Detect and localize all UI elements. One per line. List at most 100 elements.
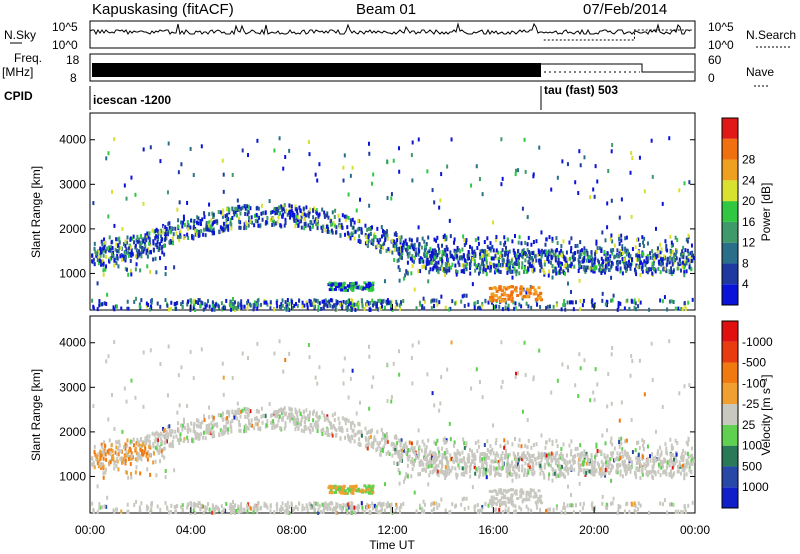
data-point — [365, 235, 368, 240]
data-point — [515, 253, 518, 258]
data-point — [459, 255, 462, 260]
data-point — [572, 307, 575, 312]
data-point — [186, 220, 189, 225]
data-point — [256, 205, 259, 210]
data-point — [369, 287, 373, 291]
data-point — [104, 249, 107, 254]
data-point — [100, 250, 103, 255]
data-point — [395, 444, 398, 449]
data-point — [146, 231, 149, 236]
data-point — [601, 230, 604, 235]
data-point — [150, 503, 153, 508]
data-point — [192, 234, 195, 239]
data-point — [651, 377, 654, 382]
data-point — [197, 233, 200, 238]
data-point — [335, 307, 338, 312]
data-point — [475, 263, 478, 268]
data-point — [106, 495, 109, 500]
data-point — [562, 506, 565, 511]
data-point — [558, 472, 561, 477]
data-point — [443, 455, 446, 460]
data-point — [421, 264, 424, 269]
data-point — [623, 460, 626, 465]
data-point — [149, 249, 152, 254]
data-point — [429, 253, 432, 258]
data-point — [504, 250, 507, 255]
data-point — [549, 463, 552, 468]
data-point — [155, 227, 158, 232]
data-point — [239, 423, 242, 428]
data-point — [323, 413, 326, 418]
data-point — [399, 443, 402, 448]
data-point — [597, 463, 600, 468]
data-point — [531, 268, 534, 273]
data-point — [683, 265, 686, 270]
data-point — [377, 510, 380, 515]
data-point — [397, 468, 400, 473]
data-point — [446, 450, 449, 455]
data-point — [493, 263, 496, 268]
data-point — [238, 306, 241, 311]
data-point — [192, 305, 195, 310]
data-point — [192, 508, 195, 513]
data-point — [524, 461, 527, 466]
data-point — [278, 507, 281, 512]
data-point — [117, 467, 120, 472]
data-point — [347, 231, 350, 236]
data-point — [489, 444, 492, 449]
data-point — [232, 500, 235, 505]
data-point — [466, 253, 469, 258]
data-point — [484, 252, 487, 257]
data-point — [514, 289, 518, 293]
data-point — [217, 507, 220, 512]
data-point — [281, 303, 284, 308]
data-point — [454, 301, 457, 306]
data-point — [182, 420, 185, 425]
data-point — [651, 468, 654, 473]
data-point — [357, 442, 360, 447]
data-point — [121, 429, 124, 434]
data-point — [353, 508, 356, 513]
data-point — [355, 505, 358, 510]
data-point — [379, 237, 382, 242]
data-point — [564, 459, 567, 464]
data-point — [451, 465, 454, 470]
data-point — [633, 305, 636, 310]
data-point — [164, 236, 167, 241]
data-point — [407, 245, 410, 250]
data-point — [365, 438, 368, 443]
data-point — [234, 210, 237, 215]
data-point — [368, 344, 371, 349]
data-point — [682, 255, 685, 260]
data-point — [246, 300, 249, 305]
data-point — [105, 156, 108, 161]
data-point — [482, 263, 485, 268]
data-point — [503, 252, 506, 257]
data-point — [593, 506, 596, 511]
data-point — [174, 307, 177, 312]
data-point — [502, 285, 506, 289]
data-point — [238, 410, 241, 415]
data-point — [501, 176, 504, 181]
data-point — [520, 444, 523, 449]
data-point — [548, 269, 551, 274]
data-point — [527, 267, 530, 272]
data-point — [151, 431, 154, 436]
nave-tick-bottom: 0 — [708, 71, 715, 85]
data-point — [629, 469, 632, 474]
data-point — [524, 240, 527, 245]
data-point — [277, 418, 280, 423]
data-point — [565, 250, 568, 255]
data-point — [330, 425, 333, 430]
data-point — [311, 411, 314, 416]
data-point — [406, 451, 409, 456]
data-point — [205, 429, 208, 434]
data-point — [594, 252, 597, 257]
data-point — [543, 463, 546, 468]
data-point — [253, 416, 256, 421]
data-point — [641, 438, 644, 443]
data-point — [266, 302, 269, 307]
data-point — [113, 340, 116, 345]
data-point — [278, 408, 281, 413]
data-point — [221, 158, 224, 163]
